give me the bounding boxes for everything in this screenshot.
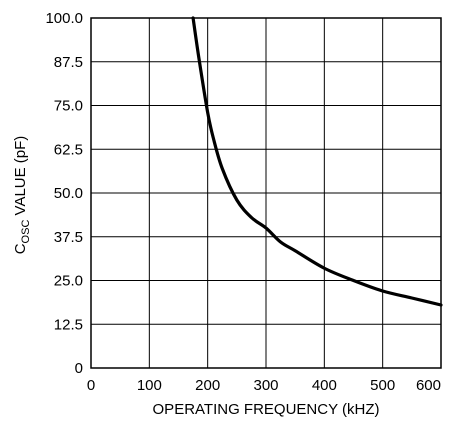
y-tick-label: 0 — [75, 360, 83, 377]
x-tick-label: 300 — [253, 377, 278, 394]
y-tick-label: 87.5 — [54, 54, 83, 71]
y-tick-label: 75.0 — [54, 98, 83, 115]
x-tick-label: 100 — [137, 377, 162, 394]
x-tick-label: 0 — [87, 377, 95, 394]
x-tick-labels: 0 100 200 300 400 500 600 — [87, 377, 441, 394]
x-tick-label: 600 — [416, 377, 441, 394]
y-tick-label: 100.0 — [45, 10, 83, 27]
y-tick-label: 50.0 — [54, 185, 83, 202]
plot-frame — [90, 17, 442, 369]
x-tick-label: 500 — [370, 377, 395, 394]
series-line — [191, 16, 443, 307]
x-tick-label: 200 — [195, 377, 220, 394]
x-axis-title: OPERATING FREQUENCY (kHZ) — [153, 401, 380, 418]
y-tick-label: 62.5 — [54, 141, 83, 158]
y-tick-labels: 0 12.5 25.0 37.5 50.0 62.5 75.0 87.5 100.0 — [45, 10, 83, 377]
grid — [90, 17, 442, 369]
x-tick-label: 400 — [312, 377, 337, 394]
y-axis-title: COSC VALUE (pF) — [12, 136, 32, 255]
y-tick-label: 37.5 — [54, 229, 83, 246]
y-tick-label: 12.5 — [54, 316, 83, 333]
y-tick-label: 25.0 — [54, 273, 83, 290]
